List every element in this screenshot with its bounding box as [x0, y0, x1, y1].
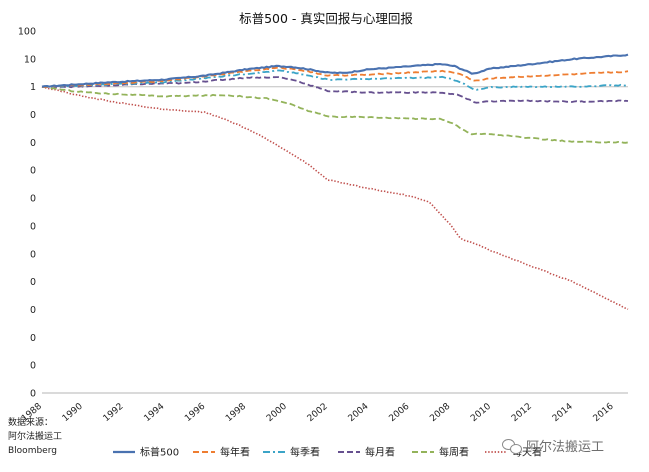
y-tick-label: 0 [30, 249, 36, 260]
x-tick-label: 2010 [469, 401, 493, 424]
source-line-2: Bloomberg [8, 446, 57, 456]
legend: 标普500 每年看 每季看 每月看 每周看 每天看 [113, 446, 542, 459]
x-tick-label: 2008 [428, 401, 452, 424]
x-tick-label: 1992 [102, 402, 126, 424]
y-tick-label: 10 [24, 54, 36, 65]
x-tick-label: 1994 [142, 401, 166, 424]
watermark: 阿尔法搬运工 [502, 436, 604, 455]
source-line-1: 阿尔法搬运工 [8, 432, 63, 442]
legend-label: 每年看 [220, 446, 250, 459]
x-tick-label: 1998 [224, 401, 248, 424]
y-tick-label: 0 [30, 305, 36, 316]
data-source-note: 数据来源： 阿尔法搬运工 Bloomberg [8, 416, 62, 458]
x-tick-label: 2014 [551, 401, 575, 424]
legend-label: 每周看 [439, 446, 469, 459]
legend-label: 每月看 [365, 446, 395, 459]
series-line-5 [41, 85, 629, 144]
x-tick-label: 2006 [387, 401, 411, 424]
y-tick-label: 0 [30, 166, 36, 177]
chart-title: 标普500 - 真实回报与心理回报 [239, 11, 413, 26]
wechat-icon [502, 438, 522, 454]
series-line-2 [41, 66, 629, 88]
y-tick-label: 0 [30, 194, 36, 205]
x-axis-ticks: 1988 1990 1992 1994 1996 1998 2000 2002 2004 2006… [20, 401, 616, 424]
x-tick-label: 2012 [510, 402, 534, 424]
x-tick-label: 2004 [347, 401, 371, 424]
watermark-text: 阿尔法搬运工 [526, 440, 605, 455]
y-tick-label: 0 [30, 277, 36, 288]
y-tick-label: 0 [30, 389, 36, 400]
y-tick-label: 0 [30, 221, 36, 232]
y-tick-label: 0 [30, 333, 36, 344]
series-line-4 [41, 76, 629, 104]
series-line-3 [41, 69, 629, 91]
series-layer [41, 53, 629, 310]
y-tick-label: 0 [30, 138, 36, 149]
y-tick-label: 1 [30, 82, 36, 93]
x-tick-label: 1996 [183, 401, 207, 424]
y-tick-label: 0 [30, 361, 36, 372]
x-tick-label: 2002 [306, 402, 330, 424]
y-tick-label: 100 [18, 27, 36, 38]
source-label: 数据来源： [8, 418, 54, 428]
legend-label: 标普500 [140, 446, 179, 459]
y-tick-label: 0 [30, 110, 36, 121]
series-line-1 [41, 53, 629, 88]
x-tick-label: 2016 [592, 401, 616, 424]
x-tick-label: 1990 [61, 401, 85, 424]
x-tick-label: 2000 [265, 401, 289, 424]
legend-label: 每季看 [290, 446, 320, 459]
series-line-6 [41, 85, 629, 310]
